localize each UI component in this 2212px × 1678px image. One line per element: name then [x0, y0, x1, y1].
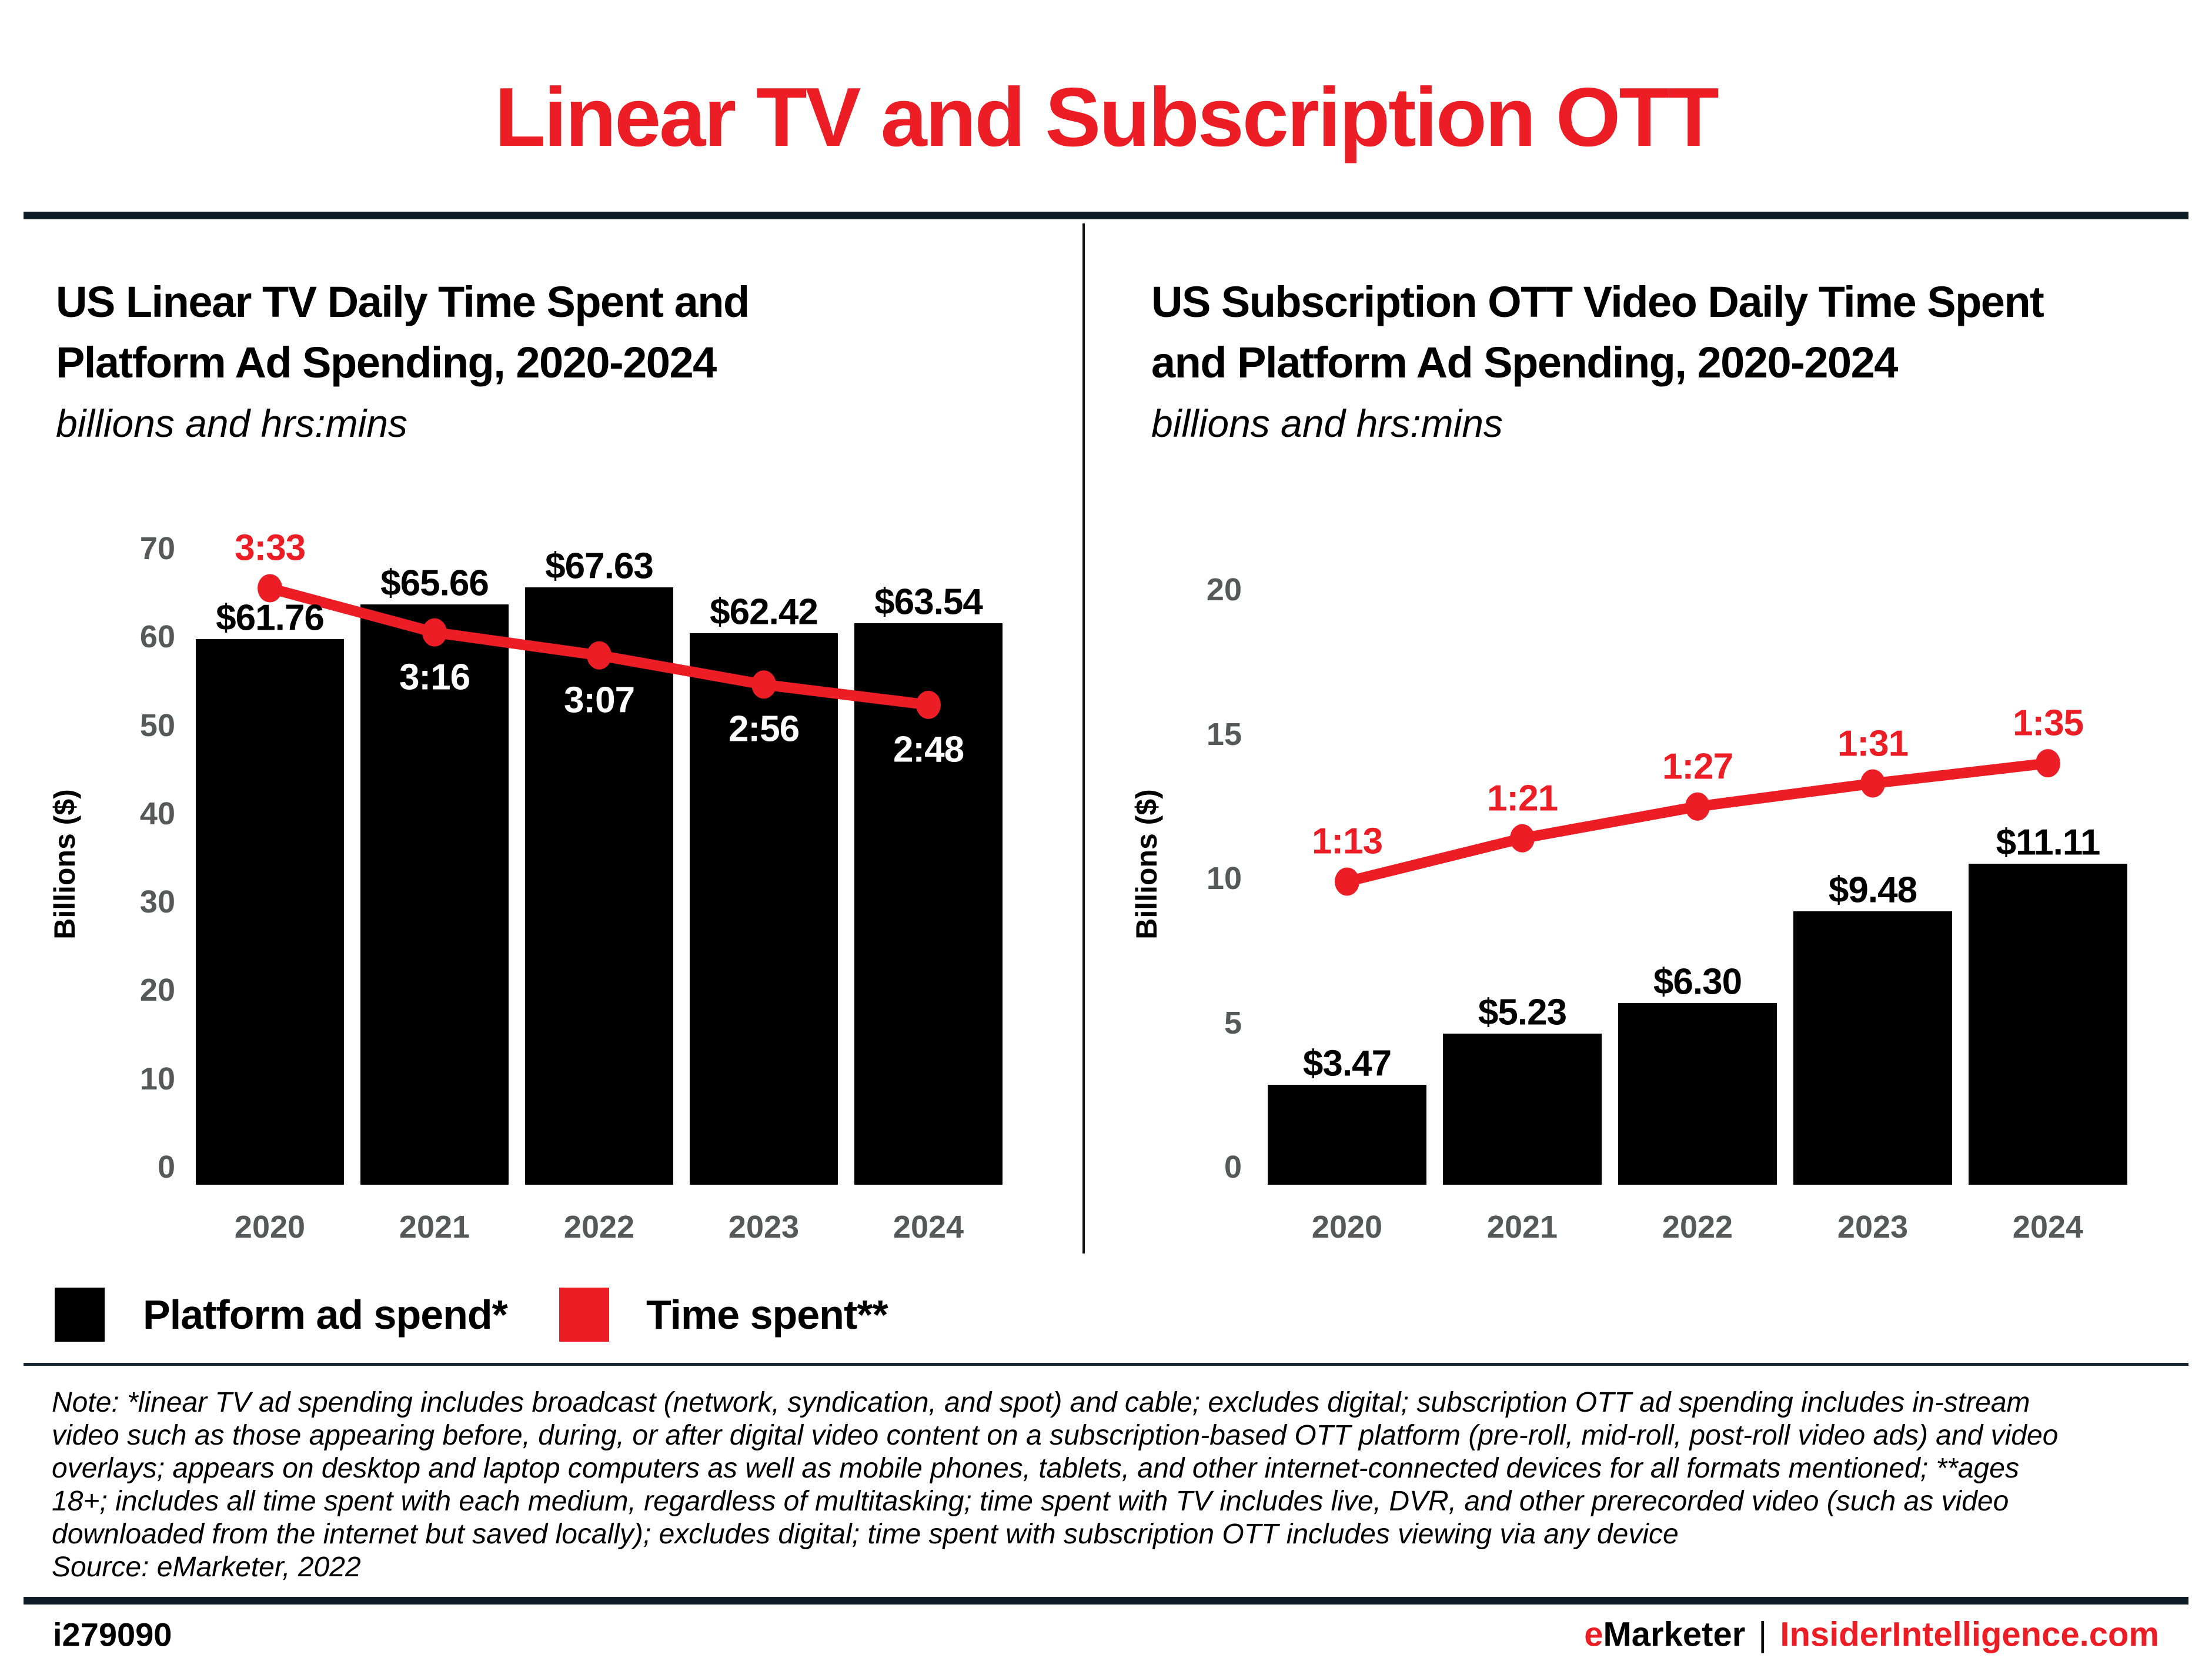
note: Note: *linear TV ad spending includes br…: [52, 1386, 2168, 1584]
x-tick-label: 2022: [563, 1209, 635, 1245]
trend-point: [1685, 792, 1710, 821]
y-tick-label: 5: [1224, 1005, 1242, 1041]
time-label: 1:21: [1486, 778, 1558, 819]
footer-brand: eMarketer | InsiderIntelligence.com: [1584, 1615, 2159, 1654]
bar-2023: [690, 633, 838, 1185]
chart-title-line: and Platform Ad Spending, 2020-2024: [1151, 338, 1898, 387]
bar-2024: [1969, 864, 2127, 1185]
brand-separator: |: [1758, 1615, 1767, 1654]
y-tick-label: 0: [1224, 1149, 1242, 1185]
x-tick-label: 2021: [399, 1209, 470, 1245]
x-tick-label: 2020: [234, 1209, 306, 1245]
y-tick-label: 0: [157, 1149, 175, 1185]
trend-point: [1510, 824, 1535, 853]
panel-ott-header: US Subscription OTT Video Daily Time Spe…: [1151, 272, 2044, 393]
bar-2022: [1618, 1002, 1777, 1185]
divider-legend: [24, 1363, 2188, 1366]
bar-2020: [1268, 1084, 1426, 1185]
chart-title-line: US Linear TV Daily Time Spent and: [56, 278, 750, 326]
time-label: 1:35: [2012, 703, 2084, 744]
time-label: 2:56: [728, 708, 800, 750]
bar-2022: [525, 587, 673, 1185]
chart-subtitle: billions and hrs:mins: [1151, 402, 1503, 445]
x-tick-label: 2023: [1837, 1209, 1909, 1245]
legend-swatch-time-spent: [559, 1288, 609, 1342]
bar-value-label: $9.48: [1828, 870, 1917, 911]
bar-2021: [1443, 1034, 1602, 1185]
time-label: 1:13: [1311, 821, 1383, 862]
bar-value-label: $3.47: [1302, 1043, 1392, 1084]
trend-point: [258, 574, 282, 603]
note-line: Source: eMarketer, 2022: [52, 1552, 361, 1583]
page-title: Linear TV and Subscription OTT: [494, 71, 1719, 164]
note-line: downloaded from the internet but saved l…: [52, 1519, 1679, 1550]
bar-value-label: $61.76: [216, 597, 325, 639]
bar-value-label: $62.42: [710, 591, 818, 633]
bar-value-label: $11.11: [1996, 822, 2101, 863]
time-label: 1:27: [1662, 746, 1733, 787]
trend-point: [587, 641, 612, 670]
panel-linear-tv-header: US Linear TV Daily Time Spent and Platfo…: [56, 272, 750, 393]
x-tick-label: 2021: [1486, 1209, 1558, 1245]
bar-2023: [1793, 911, 1952, 1185]
note-line: video such as those appearing before, du…: [52, 1420, 2059, 1451]
x-tick-label: 2022: [1662, 1209, 1733, 1245]
chart-title-line: US Subscription OTT Video Daily Time Spe…: [1151, 278, 2044, 326]
y-tick-label: 10: [139, 1061, 175, 1097]
time-label: 1:31: [1837, 723, 1909, 764]
y-tick-label: 15: [1206, 716, 1242, 752]
bar-value-label: $6.30: [1653, 961, 1742, 1002]
y-tick-label: 60: [139, 619, 175, 655]
time-label: 3:16: [399, 657, 470, 698]
y-tick-label: 20: [1206, 572, 1242, 607]
divider-footer: [24, 1597, 2188, 1605]
note-line: overlays; appears on desktop and laptop …: [52, 1453, 2019, 1484]
trend-point: [422, 618, 447, 647]
legend-label: Time spent**: [646, 1292, 888, 1338]
x-tick-label: 2024: [2012, 1209, 2084, 1245]
bar-2021: [360, 604, 509, 1185]
trend-point: [916, 690, 941, 719]
note-line: 18+; includes all time spent with each m…: [52, 1486, 2009, 1517]
x-tick-label: 2024: [893, 1209, 964, 1245]
time-label: 3:33: [234, 527, 306, 569]
trend-point: [1335, 867, 1359, 896]
legend-label: Platform ad spend*: [143, 1292, 508, 1338]
panel-divider: [1082, 223, 1085, 1254]
y-tick-label: 30: [139, 884, 175, 920]
y-tick-label: 40: [139, 795, 175, 831]
bar-value-label: $63.54: [874, 581, 983, 623]
time-label: 2:48: [893, 729, 964, 770]
x-tick-label: 2020: [1311, 1209, 1383, 1245]
y-tick-label: 70: [139, 530, 175, 566]
chart-id: i279090: [53, 1616, 172, 1653]
y-tick-label: 10: [1206, 861, 1242, 896]
time-label: 3:07: [563, 680, 635, 721]
bar-value-label: $67.63: [545, 546, 654, 587]
brand-site-url: InsiderIntelligence.com: [1780, 1615, 2159, 1654]
bar-value-label: $5.23: [1478, 992, 1567, 1033]
chart-subtitle: billions and hrs:mins: [56, 402, 407, 445]
brand-emarketer-rest: Marketer: [1603, 1615, 1746, 1654]
divider-top: [24, 212, 2188, 219]
chart-title-line: Platform Ad Spending, 2020-2024: [56, 338, 717, 387]
trend-point: [751, 670, 776, 699]
trend-point: [2036, 749, 2060, 778]
note-line: Note: *linear TV ad spending includes br…: [52, 1387, 2030, 1418]
y-tick-label: 50: [139, 707, 175, 743]
bar-2020: [196, 639, 344, 1185]
y-tick-label: 20: [139, 972, 175, 1008]
brand-emarketer-e: e: [1584, 1615, 1603, 1654]
bar-value-label: $65.66: [380, 563, 489, 604]
legend-swatch-platform-ad-spend: [55, 1288, 105, 1342]
trend-point: [1860, 769, 1885, 798]
x-tick-label: 2023: [728, 1209, 800, 1245]
